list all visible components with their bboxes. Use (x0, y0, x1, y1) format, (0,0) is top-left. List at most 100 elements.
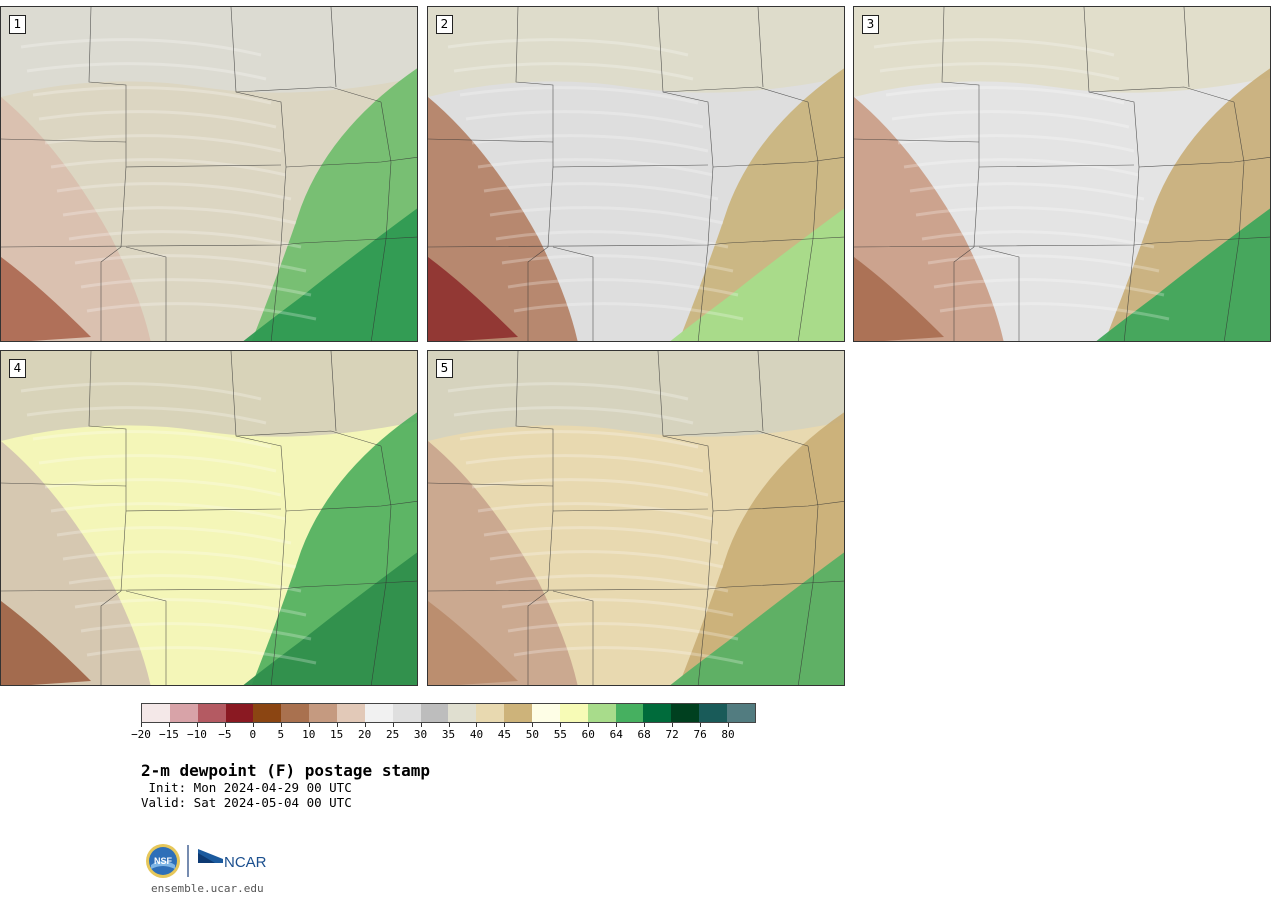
colorbar-swatch (448, 704, 477, 722)
state-boundary (657, 7, 714, 246)
colorbar-swatch (559, 704, 588, 722)
field-streak (507, 622, 739, 641)
state-boundary (552, 590, 594, 685)
field-streak (38, 454, 277, 473)
state-boundary (1138, 156, 1270, 168)
field-streak (927, 254, 1160, 273)
colorbar-swatch (615, 704, 644, 722)
ensemble-member-panel-5: 5 (427, 350, 845, 686)
state-boundary (125, 590, 167, 685)
field-west (854, 97, 1004, 341)
nsf-logo-text: NSF (154, 856, 173, 866)
colorbar-swatch (699, 704, 728, 722)
colorbar-swatch (643, 704, 672, 722)
colorbar-tick-label: 5 (277, 728, 285, 741)
field-streak (32, 86, 272, 105)
valid-time: Valid: Sat 2024-05-04 00 UTC (141, 795, 352, 810)
colorbar-swatch (476, 704, 505, 722)
field-streak (465, 110, 704, 129)
field-accent (1, 601, 91, 685)
field-streak (489, 550, 724, 569)
field-streak (501, 254, 734, 273)
colorbar-tick (560, 723, 562, 727)
state-boundary (797, 101, 819, 341)
field-streak (921, 230, 1155, 249)
state-boundary (300, 236, 417, 244)
colorbar-tick (280, 723, 282, 727)
state-boundary (697, 244, 709, 341)
ensemble-member-panel-4: 4 (0, 350, 418, 686)
colorbar-tick (308, 723, 310, 727)
field-north (1, 351, 417, 441)
panel-label: 5 (436, 359, 453, 378)
field-streak (483, 526, 719, 545)
state-boundary (370, 445, 392, 685)
colorbar-swatch (364, 704, 393, 722)
field-streak (483, 182, 719, 201)
field-west (1, 97, 151, 341)
field-streak (885, 86, 1125, 105)
ensemble-member-panel-1: 1 (0, 6, 418, 342)
field-streak (507, 278, 739, 297)
field-streak (915, 206, 1150, 225)
state-boundary (125, 246, 167, 341)
field-streak (26, 62, 267, 81)
dewpoint-map-5 (428, 351, 844, 685)
colorbar-tick (476, 723, 478, 727)
field-south (243, 208, 417, 341)
state-boundary (727, 580, 844, 588)
field-streak (897, 134, 1135, 153)
colorbar-swatch (727, 704, 755, 722)
colorbar-tick (168, 723, 170, 727)
site-url: ensemble.ucar.edu (151, 882, 264, 895)
state-boundary (125, 508, 282, 512)
colorbar-tick-label: −15 (159, 728, 179, 741)
colorbar-tick-label: 30 (413, 728, 428, 741)
colorbar-swatch (225, 704, 254, 722)
ensemble-member-panel-2: 2 (427, 6, 845, 342)
field-streak (513, 646, 744, 665)
colorbar-swatch (281, 704, 310, 722)
state-boundary (285, 500, 417, 512)
colorbar-tick-label: 20 (358, 728, 372, 741)
state-boundary (125, 164, 282, 168)
colorbar-tick (392, 723, 394, 727)
colorbar-tick (196, 723, 198, 727)
colorbar-tick-label: −10 (186, 728, 207, 741)
colorbar-tick-label: 50 (525, 728, 539, 741)
colorbar-tick-label: 40 (469, 728, 484, 741)
field-streak (459, 430, 699, 449)
state-boundary (657, 351, 714, 590)
field-accent (854, 257, 944, 341)
field-south (243, 552, 417, 685)
nsf-logo-icon: NSF (146, 844, 180, 878)
colorbar-tick-label: 25 (385, 728, 400, 741)
state-boundary (662, 430, 809, 447)
dewpoint-map-4 (1, 351, 417, 685)
field-streak (489, 206, 724, 225)
field-streak (80, 278, 312, 297)
colorbar-tick (448, 723, 450, 727)
colorbar-tick (504, 723, 506, 727)
colorbar-tick (644, 723, 646, 727)
colorbar-tick (420, 723, 422, 727)
colorbar-tick (532, 723, 534, 727)
colorbar-tick (672, 723, 674, 727)
state-boundary (370, 101, 392, 341)
field-west (1, 441, 151, 685)
state-boundary (757, 7, 764, 88)
field-streak (501, 598, 734, 617)
field-streak (939, 302, 1170, 321)
state-boundary (285, 156, 417, 168)
field-streak (56, 182, 292, 201)
colorbar-swatch (392, 704, 421, 722)
colorbar-tick-label: 35 (441, 728, 456, 741)
ncar-logo-icon: NCAR (198, 849, 267, 871)
field-streak (50, 158, 287, 177)
panel-label: 4 (9, 359, 26, 378)
colorbar-swatch (420, 704, 449, 722)
state-boundary (697, 588, 709, 685)
state-boundary (797, 445, 819, 685)
field-accent (428, 601, 518, 685)
field-streak (68, 230, 302, 249)
